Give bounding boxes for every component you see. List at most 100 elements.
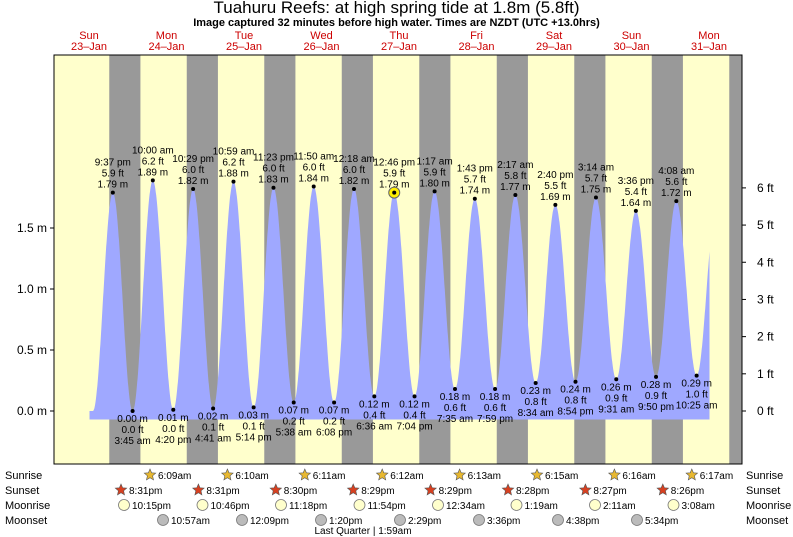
high-tide-time: 2:40 pm — [537, 170, 573, 181]
high-tide-point — [633, 208, 638, 213]
low-tide-time: 3:45 am — [115, 436, 151, 447]
high-tide-ft: 5.6 ft — [665, 177, 687, 188]
footer-label-left-sunset: Sunset — [5, 485, 39, 497]
low-tide-ft: 0.6 ft — [444, 403, 466, 414]
low-tide-ft: 0.1 ft — [243, 421, 265, 432]
high-tide-ft: 5.9 ft — [383, 169, 405, 180]
day-name-label: Mon — [156, 30, 177, 42]
sunrise-time: 6:15am — [545, 471, 578, 482]
sunrise-icon — [298, 468, 312, 481]
high-tide-point — [231, 179, 236, 184]
plot-border — [53, 54, 743, 465]
sunset-time: 8:27pm — [593, 486, 626, 497]
sunset-time: 8:29pm — [361, 486, 394, 497]
day-name-label: Sun — [622, 30, 642, 42]
high-tide-point — [674, 199, 679, 204]
low-tide-point — [493, 387, 498, 392]
high-tide-m: 1.64 m — [621, 198, 652, 209]
high-tide-ft: 5.9 ft — [102, 169, 124, 180]
moonset-time: 12:09pm — [250, 516, 289, 527]
low-tide-ft: 0.0 ft — [162, 424, 184, 435]
low-tide-time: 6:08 pm — [316, 427, 352, 438]
current-position-dot — [392, 190, 397, 195]
moonrise-icon — [432, 499, 444, 511]
high-tide-time: 10:29 pm — [172, 154, 214, 165]
high-tide-time: 1:17 am — [417, 156, 453, 167]
low-tide-ft: 0.1 ft — [202, 423, 224, 434]
low-tide-point — [211, 406, 216, 411]
y-right-tick-label: 4 ft — [757, 255, 774, 269]
high-tide-time: 12:18 am — [333, 154, 375, 165]
sunrise-time: 6:11am — [313, 471, 346, 482]
y-right-tick-label: 0 ft — [757, 404, 774, 418]
moonset-time: 3:36pm — [487, 516, 520, 527]
low-tide-m: 0.29 m — [681, 379, 712, 390]
moon-phase-label: Last Quarter | 1:59am — [314, 526, 411, 537]
low-tide-time: 9:31 am — [598, 404, 634, 415]
y-left-tick-label: 1.5 m — [17, 221, 47, 235]
low-tide-ft: 0.8 ft — [564, 396, 586, 407]
low-tide-time: 8:54 pm — [557, 407, 593, 418]
low-tide-m: 0.07 m — [278, 405, 309, 416]
high-tide-point — [352, 186, 357, 191]
low-tide-m: 0.03 m — [238, 410, 269, 421]
footer-label-left-moonset: Moonset — [5, 515, 47, 527]
low-tide-point — [533, 380, 538, 385]
moonrise-time: 1:19am — [525, 501, 558, 512]
moonrise-time: 10:46pm — [211, 501, 250, 512]
moonset-icon — [631, 514, 643, 526]
sunset-time: 8:31pm — [206, 486, 239, 497]
high-tide-m: 1.72 m — [661, 188, 692, 199]
high-tide-point — [593, 195, 598, 200]
high-tide-m: 1.79 m — [379, 180, 410, 191]
moonset-time: 1:20pm — [329, 516, 362, 527]
high-tide-time: 4:08 am — [658, 166, 694, 177]
high-tide-m: 1.79 m — [98, 180, 129, 191]
sunset-time: 8:28pm — [516, 486, 549, 497]
low-tide-time: 9:50 pm — [638, 402, 674, 413]
day-name-label: Fri — [470, 30, 483, 42]
day-date-label: 29–Jan — [536, 41, 572, 53]
moonset-time: 4:38pm — [566, 516, 599, 527]
sunset-icon — [346, 483, 360, 496]
low-tide-ft: 0.9 ft — [645, 391, 667, 402]
moonrise-icon — [118, 499, 130, 511]
low-tide-point — [251, 405, 256, 410]
high-tide-point — [432, 189, 437, 194]
low-tide-m: 0.23 m — [520, 386, 551, 397]
tide-area — [89, 180, 710, 420]
high-tide-ft: 6.0 ft — [303, 163, 325, 174]
high-tide-time: 3:14 am — [578, 163, 614, 174]
high-tide-m: 1.80 m — [419, 178, 450, 189]
low-tide-m: 0.18 m — [480, 392, 511, 403]
high-tide-ft: 6.2 ft — [142, 156, 164, 167]
high-tide-time: 11:50 am — [293, 152, 334, 163]
high-tide-ft: 6.0 ft — [343, 165, 365, 176]
footer-label-right-sunset: Sunset — [746, 485, 780, 497]
high-tide-ft: 6.0 ft — [262, 164, 284, 175]
moonset-time: 2:29pm — [408, 516, 441, 527]
high-tide-ft: 5.9 ft — [423, 167, 445, 178]
low-tide-ft: 0.4 ft — [363, 410, 385, 421]
low-tide-m: 0.24 m — [560, 385, 591, 396]
sunrise-icon — [453, 468, 467, 481]
moonrise-icon — [589, 499, 601, 511]
high-tide-m: 1.82 m — [178, 176, 209, 187]
sunset-icon — [269, 483, 283, 496]
moonrise-time: 10:15pm — [132, 501, 171, 512]
moonrise-time: 2:11am — [603, 501, 636, 512]
low-tide-time: 4:20 pm — [155, 435, 191, 446]
low-tide-point — [573, 379, 578, 384]
moonrise-icon — [353, 499, 366, 511]
high-tide-ft: 5.4 ft — [625, 187, 647, 198]
footer-label-left-moonrise: Moonrise — [5, 500, 50, 512]
low-tide-m: 0.12 m — [359, 399, 390, 410]
day-name-label: Thu — [390, 30, 409, 42]
day-name-label: Mon — [698, 30, 719, 42]
low-tide-time: 7:04 pm — [396, 421, 432, 432]
high-tide-point — [110, 190, 115, 195]
sunrise-icon — [220, 468, 234, 481]
day-date-label: 26–Jan — [303, 41, 339, 53]
y-right-tick-label: 3 ft — [757, 292, 774, 306]
